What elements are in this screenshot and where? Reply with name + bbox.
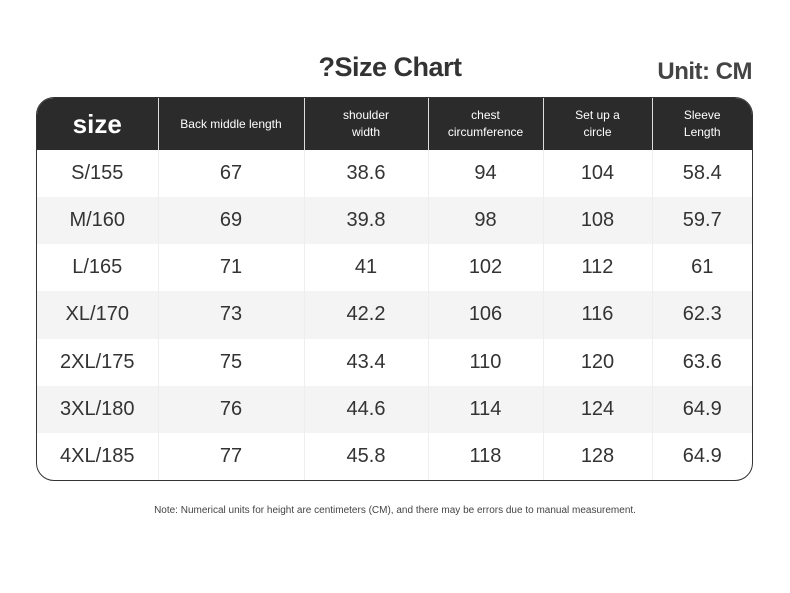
table-cell: L/165 — [72, 256, 123, 279]
table-cell: 110 — [427, 338, 543, 386]
table-cell: 3XL/180 — [37, 385, 158, 433]
table-cell: 118 — [427, 432, 543, 480]
table-cell: 41 — [303, 244, 428, 292]
table-cell: 45.8 — [303, 432, 428, 480]
table-cell: 76 — [157, 385, 304, 433]
column-header-text: Set up a circle — [575, 108, 620, 139]
column-header-text: Back middle length — [180, 116, 282, 131]
table-cell: 42.2 — [303, 291, 428, 339]
table-cell: 69 — [157, 197, 304, 245]
table-cell: 77 — [157, 432, 304, 480]
table-cell: 67 — [157, 150, 304, 198]
table-cell: 112 — [542, 244, 652, 292]
size-table: size Back middle length shoulder width ches… — [37, 98, 752, 480]
table-cell: 102 — [427, 244, 543, 292]
table-body: S/155 67 38.6 94 104 58.4 M/160 69 39.8 98 108 59.7… — [37, 150, 752, 480]
table-cell: 64.9 — [651, 385, 752, 433]
table-cell: 64.9 — [651, 432, 752, 480]
column-header-text: Sleeve Length — [683, 108, 721, 139]
table-cell: 39.8 — [303, 197, 428, 245]
note: Note: Numerical units for height are cen… — [154, 505, 636, 516]
table-cell: 71 — [157, 244, 304, 292]
table-cell: S/155 — [71, 162, 124, 185]
table-cell: 106 — [427, 291, 543, 339]
table-cell: 104 — [542, 150, 652, 198]
table-cell: 38.6 — [303, 150, 428, 198]
column-header-text: chest circumference — [447, 108, 524, 139]
table-cell: M/160 — [37, 197, 158, 245]
table-cell: 108 — [542, 197, 652, 245]
column-header: shoulder width — [303, 98, 428, 150]
table-cell: 98 — [427, 197, 543, 245]
table-row: M/160 69 39.8 98 108 59.7 — [37, 197, 752, 245]
table-cell: 58.4 — [651, 150, 752, 198]
table-frame: size Back middle length shoulder width ches… — [36, 97, 753, 481]
table-cell: 124 — [542, 385, 652, 433]
table-row: XL/170 73 42.2 106 116 62.3 — [37, 291, 752, 339]
table-cell: XL/170 — [37, 291, 158, 339]
table-cell: 128 — [542, 432, 652, 480]
table-cell: 94 — [427, 150, 543, 198]
title: ?Size Chart — [318, 52, 462, 82]
table-cell: 120 — [542, 338, 652, 386]
column-header: chest circumference — [427, 98, 543, 150]
table-cell: 4XL/185 — [59, 444, 135, 467]
table-row: 3XL/180 76 44.6 114 124 64.9 — [37, 385, 752, 433]
table-cell: 73 — [157, 291, 304, 339]
table-cell: 63.6 — [651, 338, 752, 386]
unit: Unit: CM — [657, 58, 752, 85]
column-header-text: shoulder width — [342, 108, 390, 139]
column-header-text: size — [72, 108, 122, 139]
table-row: 4XL/185 77 45.8 118 128 64.9 — [37, 432, 752, 480]
table-cell: 2XL/175 — [59, 350, 135, 373]
table-row: S/155 67 38.6 94 104 58.4 — [37, 150, 752, 198]
table-row: 2XL/175 75 43.4 110 120 63.6 — [37, 338, 752, 386]
column-header: size — [37, 98, 158, 150]
table-cell: 116 — [542, 291, 652, 339]
table-cell: 59.7 — [651, 197, 752, 245]
table-row: L/165 71 41 102 112 61 — [37, 244, 752, 292]
table-cell: 44.6 — [303, 385, 428, 433]
table-cell: 62.3 — [651, 291, 752, 339]
header-row: size Back middle length shoulder width ches… — [37, 98, 752, 150]
table-cell: 75 — [157, 338, 304, 386]
table-cell: 114 — [427, 385, 543, 433]
table-cell: 61 — [651, 244, 752, 292]
column-header: Sleeve Length — [651, 98, 752, 150]
column-header: Back middle length — [157, 98, 304, 150]
column-header: Set up a circle — [542, 98, 652, 150]
table-cell: 43.4 — [303, 338, 428, 386]
